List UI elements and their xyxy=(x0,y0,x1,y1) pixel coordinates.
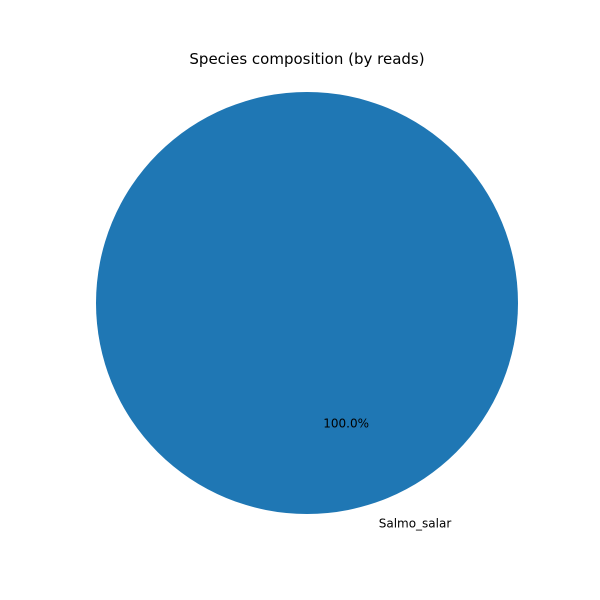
pie-labels: 100.0% Salmo_salar xyxy=(323,416,451,530)
pie-slice xyxy=(96,92,518,514)
pie-slices xyxy=(96,92,518,514)
slice-category-label: Salmo_salar xyxy=(379,517,452,531)
slice-percent-label: 100.0% xyxy=(323,416,369,430)
chart-title: Species composition (by reads) xyxy=(189,50,424,68)
